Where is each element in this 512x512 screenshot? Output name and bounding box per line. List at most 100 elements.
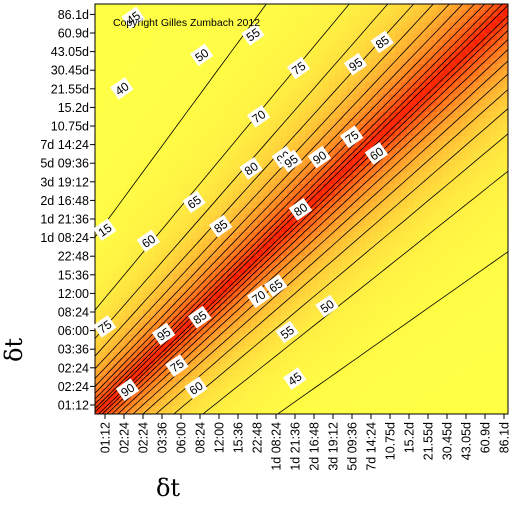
heat-cell <box>383 4 390 11</box>
heat-cell <box>95 274 102 281</box>
heat-cell <box>335 400 342 407</box>
heat-cell <box>137 112 144 119</box>
heat-cell <box>251 328 258 335</box>
heat-cell <box>485 406 492 413</box>
heat-cell <box>143 124 150 131</box>
heat-cell <box>107 154 114 161</box>
heat-cell <box>335 4 342 11</box>
heat-cell <box>503 40 508 47</box>
heat-cell <box>479 406 486 413</box>
heat-cell <box>257 190 264 197</box>
heat-cell <box>473 322 480 329</box>
heat-cell <box>137 244 144 251</box>
heat-cell <box>413 304 420 311</box>
heat-cell <box>377 106 384 113</box>
heat-cell <box>317 232 324 239</box>
heat-cell <box>317 370 324 377</box>
heat-cell <box>497 352 504 359</box>
heat-cell <box>437 4 444 11</box>
heat-cell <box>395 52 402 59</box>
heat-cell <box>107 298 114 305</box>
heat-cell <box>293 322 300 329</box>
heat-cell <box>485 34 492 41</box>
heat-cell <box>179 274 186 281</box>
heat-cell <box>353 244 360 251</box>
heat-cell <box>185 22 192 29</box>
heat-cell <box>389 10 396 17</box>
heat-cell <box>461 58 468 65</box>
heat-cell <box>125 280 132 287</box>
heat-cell <box>365 298 372 305</box>
heat-cell <box>413 256 420 263</box>
heat-cell <box>173 388 180 395</box>
heat-cell <box>431 412 438 414</box>
heat-cell <box>275 208 282 215</box>
heat-cell <box>179 76 186 83</box>
heat-cell <box>449 382 456 389</box>
heat-cell <box>431 232 438 239</box>
heat-cell <box>449 316 456 323</box>
heat-cell <box>431 400 438 407</box>
heat-cell <box>101 190 108 197</box>
heat-cell <box>479 388 486 395</box>
heat-cell <box>101 154 108 161</box>
heat-cell <box>101 382 108 389</box>
heat-cell <box>425 316 432 323</box>
heat-cell <box>401 394 408 401</box>
heat-cell <box>143 382 150 389</box>
heat-cell <box>281 250 288 257</box>
heat-cell <box>491 328 498 335</box>
heat-cell <box>419 184 426 191</box>
heat-cell <box>137 346 144 353</box>
heat-cell <box>287 172 294 179</box>
y-tick-label: 06:00 <box>58 324 89 338</box>
heat-cell <box>191 100 198 107</box>
heat-cell <box>377 316 384 323</box>
heat-cell <box>365 352 372 359</box>
heat-cell <box>185 214 192 221</box>
heat-cell <box>191 154 198 161</box>
heat-cell <box>215 148 222 155</box>
heat-cell <box>227 394 234 401</box>
heat-cell <box>233 214 240 221</box>
heat-cell <box>215 16 222 23</box>
heat-cell <box>221 208 228 215</box>
heat-cell <box>191 304 198 311</box>
heat-cell <box>167 10 174 17</box>
heat-cell <box>401 172 408 179</box>
heat-cell <box>419 238 426 245</box>
heat-cell <box>443 112 450 119</box>
heat-cell <box>173 346 180 353</box>
heat-cell <box>491 178 498 185</box>
heat-cell <box>167 142 174 149</box>
contour-label: 40 <box>110 77 134 100</box>
heat-cell <box>317 142 324 149</box>
heat-cell <box>149 220 156 227</box>
heat-cell <box>125 238 132 245</box>
contour-line <box>95 4 486 400</box>
heat-cell <box>341 202 348 209</box>
heat-cell <box>221 82 228 89</box>
heat-cell <box>251 376 258 383</box>
heat-cell <box>311 412 318 414</box>
heat-cell <box>431 148 438 155</box>
heat-cell <box>503 310 508 317</box>
contour-line <box>95 4 476 394</box>
heat-cell <box>317 190 324 197</box>
heat-cell <box>251 394 258 401</box>
heat-cell <box>281 394 288 401</box>
heat-cell <box>467 370 474 377</box>
heat-cell <box>161 124 168 131</box>
heat-cell <box>161 286 168 293</box>
contour-label-bg <box>246 285 271 309</box>
heat-cell <box>353 106 360 113</box>
heat-cell <box>143 58 150 65</box>
heat-cell <box>101 112 108 119</box>
heat-cell <box>491 148 498 155</box>
heat-cell <box>155 340 162 347</box>
heat-cell <box>443 412 450 414</box>
heat-cell <box>119 112 126 119</box>
heat-cell <box>431 268 438 275</box>
heat-cell <box>161 166 168 173</box>
heat-cell <box>485 190 492 197</box>
